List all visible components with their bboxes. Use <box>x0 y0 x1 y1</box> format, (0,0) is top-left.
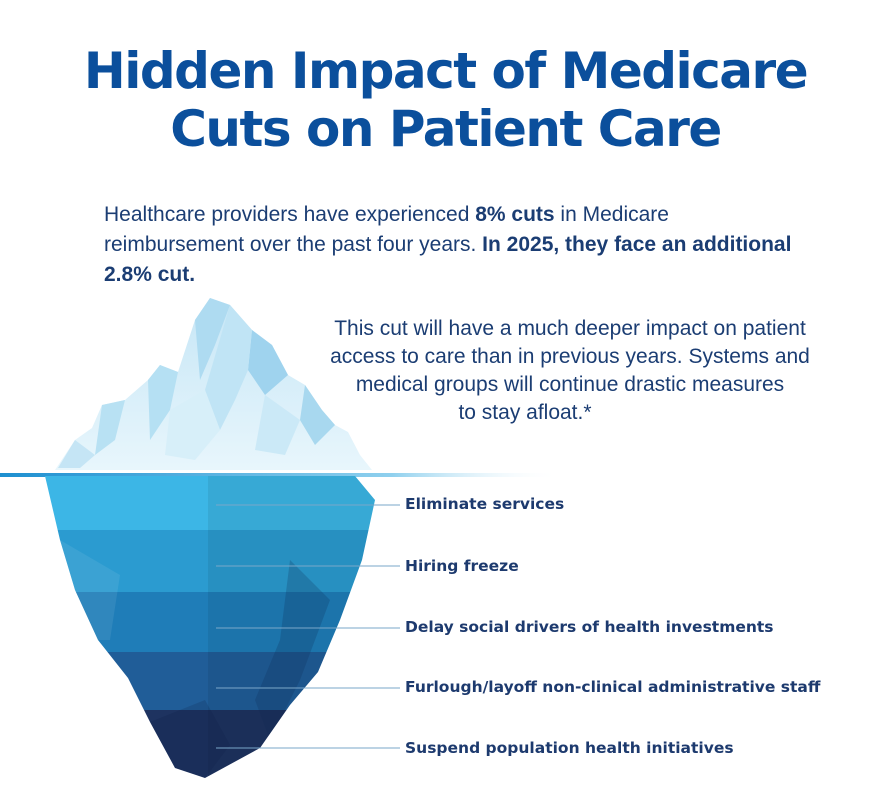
impact-label-suspend-population-health: Suspend population health initiatives <box>405 739 734 757</box>
impact-label-eliminate-services: Eliminate services <box>405 495 565 513</box>
page-title: Hidden Impact of Medicare Cuts on Patien… <box>0 42 891 158</box>
iceberg-tip <box>55 298 372 470</box>
intro-bold-1: 8% cuts <box>475 203 555 226</box>
impact-description-line-2: access to care than in previous years. S… <box>330 345 810 368</box>
intro-paragraph: Healthcare providers have experienced 8%… <box>104 200 804 290</box>
impact-description: This cut will have a much deeper impact … <box>300 315 840 427</box>
title-line-1: Hidden Impact of Medicare <box>83 42 809 100</box>
impact-description-line-3: medical groups will continue drastic mea… <box>355 373 785 396</box>
intro-text-2: in Medicare reimbursement over the past … <box>104 203 669 256</box>
iceberg-underwater <box>45 476 375 778</box>
impact-label-hiring-freeze: Hiring freeze <box>405 557 519 575</box>
band-delay-sdoh <box>45 592 375 652</box>
water-surface-line <box>0 473 560 477</box>
intro-text-1: Healthcare providers have experienced <box>104 203 476 226</box>
impact-description-line-4: to stay afloat.* <box>458 401 592 424</box>
impact-label-furlough: Furlough/layoff non-clinical administrat… <box>405 678 821 696</box>
leader-lines <box>216 504 400 749</box>
impact-label-delay-sdoh: Delay social drivers of health investmen… <box>405 618 774 636</box>
impact-description-line-1: This cut will have a much deeper impact … <box>334 317 806 340</box>
intro-bold-2: In 2025, they face an additional 2.8% cu… <box>104 233 792 286</box>
band-hiring-freeze <box>45 530 375 592</box>
title-line-2: Cuts on Patient Care <box>170 100 722 158</box>
band-eliminate-services <box>45 476 375 530</box>
